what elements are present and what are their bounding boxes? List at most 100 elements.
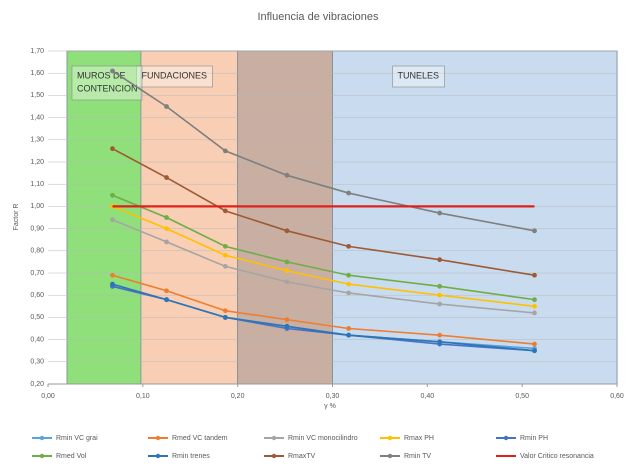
x-tick-label: 0,00 <box>41 393 55 400</box>
y-tick-label: 1,60 <box>30 70 44 77</box>
x-tick-label: 0,60 <box>610 393 624 400</box>
region <box>332 50 618 385</box>
data-point <box>110 217 115 223</box>
x-tick-label: 0,10 <box>136 393 150 400</box>
data-point <box>284 228 290 234</box>
legend-label: RmaxTV <box>288 453 316 460</box>
y-tick-label: 0,20 <box>30 381 44 388</box>
data-point <box>346 272 352 278</box>
legend-marker <box>503 435 509 441</box>
data-point <box>437 283 443 289</box>
legend-label: Valor Critico resonancia <box>520 453 594 460</box>
data-point <box>110 192 115 198</box>
data-point <box>346 290 352 296</box>
region-label: MUROS DE <box>77 70 126 80</box>
region-label: CONTENCION <box>77 83 138 93</box>
legend-marker <box>387 435 393 441</box>
data-point <box>110 146 115 152</box>
data-point <box>222 148 228 154</box>
data-point <box>110 68 115 74</box>
data-point <box>222 315 228 320</box>
y-tick-label: 1,40 <box>30 114 44 121</box>
legend-marker <box>155 453 161 459</box>
data-point <box>284 317 290 323</box>
x-axis-label: γ % <box>324 403 336 410</box>
data-point <box>437 210 443 216</box>
data-point <box>346 190 352 196</box>
data-point <box>164 175 169 180</box>
region-label: TUNELES <box>398 70 440 80</box>
legend-label: Rmed Vol <box>56 453 87 460</box>
legend-label: Rmin TV <box>404 453 431 460</box>
data-point <box>346 326 352 331</box>
data-point <box>437 292 443 298</box>
data-point <box>164 239 169 245</box>
legend-marker <box>271 453 277 459</box>
y-tick-label: 1,30 <box>30 137 44 144</box>
y-tick-label: 0,90 <box>30 225 44 232</box>
data-point <box>346 281 352 287</box>
y-tick-label: 1,10 <box>30 181 44 188</box>
y-tick-label: 1,20 <box>30 159 44 166</box>
legend-label: Rmax PH <box>404 435 434 442</box>
data-point <box>222 252 228 258</box>
legend-label: Rmin PH <box>520 435 548 442</box>
data-point <box>532 297 537 303</box>
x-tick-label: 0,40 <box>421 393 435 400</box>
y-tick-label: 1,50 <box>30 92 44 99</box>
y-tick-label: 0,60 <box>30 292 44 299</box>
data-point <box>284 268 290 274</box>
data-point <box>222 308 228 314</box>
chart-title: Influencia de vibraciones <box>257 11 379 23</box>
legend-marker <box>155 435 161 441</box>
data-point <box>346 332 352 338</box>
data-point <box>532 341 537 347</box>
x-tick-label: 0,30 <box>326 393 340 400</box>
data-point <box>437 257 443 263</box>
legend-marker <box>39 435 45 441</box>
data-point <box>284 323 290 329</box>
legend-label: Rmed VC tandem <box>172 435 228 442</box>
data-point <box>532 272 537 278</box>
region <box>66 50 142 385</box>
data-point <box>284 279 290 285</box>
data-point <box>222 208 228 214</box>
y-tick-label: 0,40 <box>30 336 44 343</box>
legend-marker <box>271 435 277 441</box>
data-point <box>532 348 537 354</box>
y-axis-label: Factor R <box>13 204 20 231</box>
x-tick-label: 0,20 <box>231 393 245 400</box>
data-point <box>110 272 115 278</box>
region <box>131 50 239 385</box>
data-point <box>164 226 169 232</box>
region <box>237 50 333 385</box>
data-point <box>532 228 537 234</box>
y-tick-label: 0,80 <box>30 248 44 255</box>
data-point <box>164 215 169 220</box>
data-point <box>437 301 443 307</box>
region-label: FUNDACIONES <box>141 70 207 80</box>
x-tick-label: 0,50 <box>515 393 529 400</box>
data-point <box>284 259 290 265</box>
data-point <box>222 263 228 269</box>
region-label-box <box>392 65 445 88</box>
data-point <box>532 303 537 309</box>
legend-marker <box>39 453 45 459</box>
legend-label: Rmin VC monocilindro <box>288 435 358 442</box>
data-point <box>284 172 290 178</box>
data-point <box>164 288 169 294</box>
data-point <box>164 104 169 109</box>
data-point <box>532 310 537 316</box>
y-tick-label: 1,00 <box>30 203 44 210</box>
data-point <box>164 297 169 303</box>
data-point <box>437 332 443 338</box>
y-tick-label: 1,70 <box>30 48 44 55</box>
legend-label: Rmin trenes <box>172 453 210 460</box>
legend-marker <box>387 453 393 459</box>
region-label-box <box>136 65 213 88</box>
data-point <box>222 243 228 249</box>
y-tick-label: 0,50 <box>30 314 44 321</box>
data-point <box>437 339 443 345</box>
y-tick-label: 0,70 <box>30 270 44 277</box>
data-point <box>346 243 352 249</box>
